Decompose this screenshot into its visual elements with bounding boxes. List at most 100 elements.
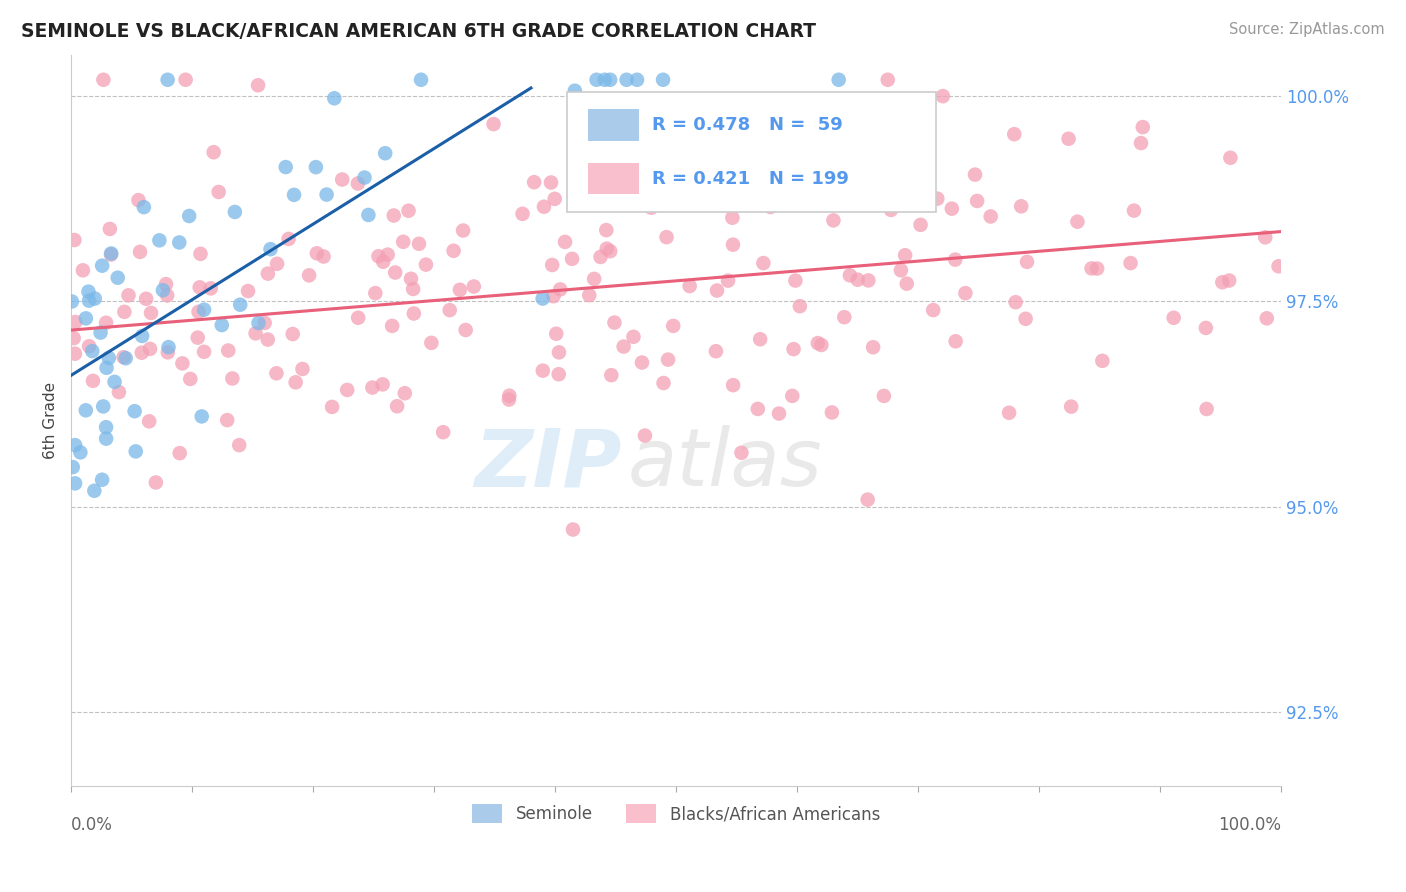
- Point: [858, 273, 880, 287]
- Point: [1218, 274, 1240, 288]
- Point: [896, 277, 918, 291]
- Point: [631, 355, 654, 369]
- Point: [131, 345, 153, 359]
- Point: [548, 345, 571, 359]
- Text: R = 0.478   N =  59: R = 0.478 N = 59: [652, 116, 842, 134]
- Point: [640, 201, 662, 215]
- Point: [94, 316, 117, 330]
- Point: [838, 268, 860, 283]
- Point: [188, 280, 211, 294]
- Point: [148, 233, 170, 247]
- Point: [512, 207, 534, 221]
- Point: [83, 292, 105, 306]
- Point: [124, 404, 146, 418]
- Point: [402, 282, 425, 296]
- Point: [627, 194, 650, 208]
- FancyBboxPatch shape: [588, 163, 638, 194]
- Point: [69, 445, 91, 459]
- Point: [600, 368, 623, 383]
- Point: [399, 272, 422, 286]
- Point: [228, 438, 250, 452]
- Point: [679, 279, 702, 293]
- Point: [541, 258, 564, 272]
- Point: [91, 400, 114, 414]
- Y-axis label: 6th Grade: 6th Grade: [44, 382, 58, 458]
- Text: atlas: atlas: [627, 425, 823, 503]
- Point: [135, 292, 157, 306]
- Point: [454, 323, 477, 337]
- Point: [1060, 400, 1083, 414]
- Point: [655, 230, 678, 244]
- Point: [63, 233, 86, 247]
- Point: [634, 428, 657, 442]
- Point: [200, 281, 222, 295]
- Point: [385, 399, 408, 413]
- Point: [364, 286, 387, 301]
- Point: [432, 425, 454, 440]
- Point: [284, 376, 307, 390]
- Point: [806, 130, 828, 145]
- Point: [721, 378, 744, 392]
- Point: [1010, 199, 1032, 213]
- Point: [217, 343, 239, 358]
- Point: [373, 254, 395, 268]
- Point: [277, 232, 299, 246]
- Point: [374, 146, 396, 161]
- Point: [224, 205, 246, 219]
- Text: SEMINOLE VS BLACK/AFRICAN AMERICAN 6TH GRADE CORRELATION CHART: SEMINOLE VS BLACK/AFRICAN AMERICAN 6TH G…: [21, 22, 815, 41]
- Point: [117, 288, 139, 302]
- Point: [187, 305, 209, 319]
- Point: [548, 282, 571, 296]
- Point: [623, 330, 645, 344]
- Point: [98, 222, 121, 236]
- Point: [202, 145, 225, 160]
- Point: [91, 259, 114, 273]
- Point: [1014, 311, 1036, 326]
- Point: [1015, 255, 1038, 269]
- Text: ZIP: ZIP: [474, 425, 621, 503]
- Point: [97, 351, 120, 365]
- Point: [138, 414, 160, 428]
- Point: [821, 405, 844, 419]
- Point: [599, 244, 621, 259]
- Point: [315, 187, 337, 202]
- Point: [93, 72, 115, 87]
- Point: [785, 274, 807, 288]
- Point: [657, 352, 679, 367]
- Point: [409, 72, 432, 87]
- Point: [941, 202, 963, 216]
- Point: [190, 409, 212, 424]
- Point: [82, 374, 104, 388]
- Point: [312, 250, 335, 264]
- Point: [768, 407, 790, 421]
- Point: [77, 339, 100, 353]
- Point: [156, 288, 179, 302]
- Point: [381, 318, 404, 333]
- Point: [193, 344, 215, 359]
- Point: [449, 283, 471, 297]
- Point: [103, 375, 125, 389]
- Point: [139, 306, 162, 320]
- Point: [717, 274, 740, 288]
- Point: [807, 336, 830, 351]
- Point: [172, 356, 194, 370]
- Point: [810, 338, 832, 352]
- Point: [281, 326, 304, 341]
- Point: [408, 236, 430, 251]
- Point: [211, 318, 233, 332]
- Point: [72, 263, 94, 277]
- Point: [1123, 203, 1146, 218]
- Point: [1119, 256, 1142, 270]
- Point: [927, 192, 949, 206]
- Point: [1195, 321, 1218, 335]
- Text: R = 0.421   N = 199: R = 0.421 N = 199: [652, 169, 849, 187]
- Point: [247, 78, 270, 93]
- Point: [585, 72, 607, 87]
- Point: [94, 420, 117, 434]
- Point: [187, 331, 209, 345]
- Point: [127, 193, 149, 207]
- FancyBboxPatch shape: [567, 92, 936, 212]
- Point: [347, 177, 370, 191]
- Point: [357, 208, 380, 222]
- Point: [305, 246, 328, 260]
